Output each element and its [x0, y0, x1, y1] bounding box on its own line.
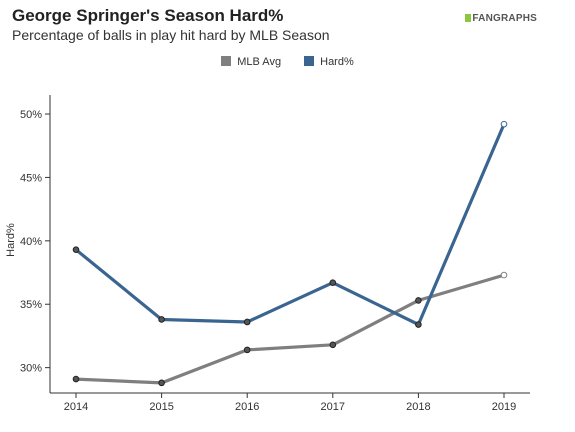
data-point-hard-pct[interactable] [500, 120, 508, 128]
legend-item-hard-pct: Hard% [304, 56, 354, 68]
fangraphs-logo: FANGRAPHS [465, 13, 537, 24]
chart-subtitle: Percentage of balls in play hit hard by … [12, 27, 330, 43]
data-point-mlb-avg[interactable] [415, 297, 422, 304]
axes: 30% 35% 40% 45% 50% 2014 2015 2016 2017 2018 2019 [20, 95, 530, 413]
x-tick-label: 2018 [406, 401, 430, 413]
data-point-mlb-avg[interactable] [72, 375, 80, 383]
x-tick-label: 2015 [149, 401, 173, 413]
y-tick-label: 40% [20, 236, 42, 248]
fangraphs-logo-icon [465, 14, 472, 22]
x-tick-label: 2019 [492, 401, 516, 413]
series-line-mlb-avg [75, 273, 505, 385]
legend-item-mlb-avg: MLB Avg [221, 56, 281, 68]
legend-label-mlb-avg: MLB Avg [237, 56, 282, 68]
y-tick-label: 30% [20, 363, 42, 375]
x-tick-label: 2014 [64, 401, 88, 413]
y-tick-label: 45% [20, 172, 42, 184]
chart-legend: MLB Avg Hard% [0, 56, 575, 68]
data-point-hard-pct[interactable] [158, 316, 165, 323]
chart-title: George Springer's Season Hard% [12, 6, 284, 25]
x-tick-label: 2017 [321, 401, 345, 413]
data-point-hard-pct[interactable] [329, 279, 337, 286]
data-point-hard-pct[interactable] [243, 318, 251, 326]
legend-label-hard-pct: Hard% [320, 56, 354, 68]
data-point-mlb-avg[interactable] [243, 346, 251, 354]
series-layer [72, 120, 508, 387]
data-point-mlb-avg[interactable] [158, 379, 165, 387]
data-point-mlb-avg[interactable] [500, 271, 508, 279]
data-point-mlb-avg[interactable] [329, 341, 337, 349]
legend-swatch-mlb-avg [221, 56, 232, 66]
y-tick-label: 35% [20, 299, 42, 311]
fangraphs-logo-text: FANGRAPHS [472, 13, 537, 24]
y-axis-label: Hard% [5, 223, 17, 257]
x-tick-label: 2016 [235, 401, 259, 413]
data-point-hard-pct[interactable] [72, 246, 80, 254]
y-tick-label: 50% [20, 109, 42, 121]
series-line-hard-pct [74, 123, 506, 327]
data-point-hard-pct[interactable] [415, 321, 422, 328]
legend-swatch-hard-pct [304, 56, 315, 66]
